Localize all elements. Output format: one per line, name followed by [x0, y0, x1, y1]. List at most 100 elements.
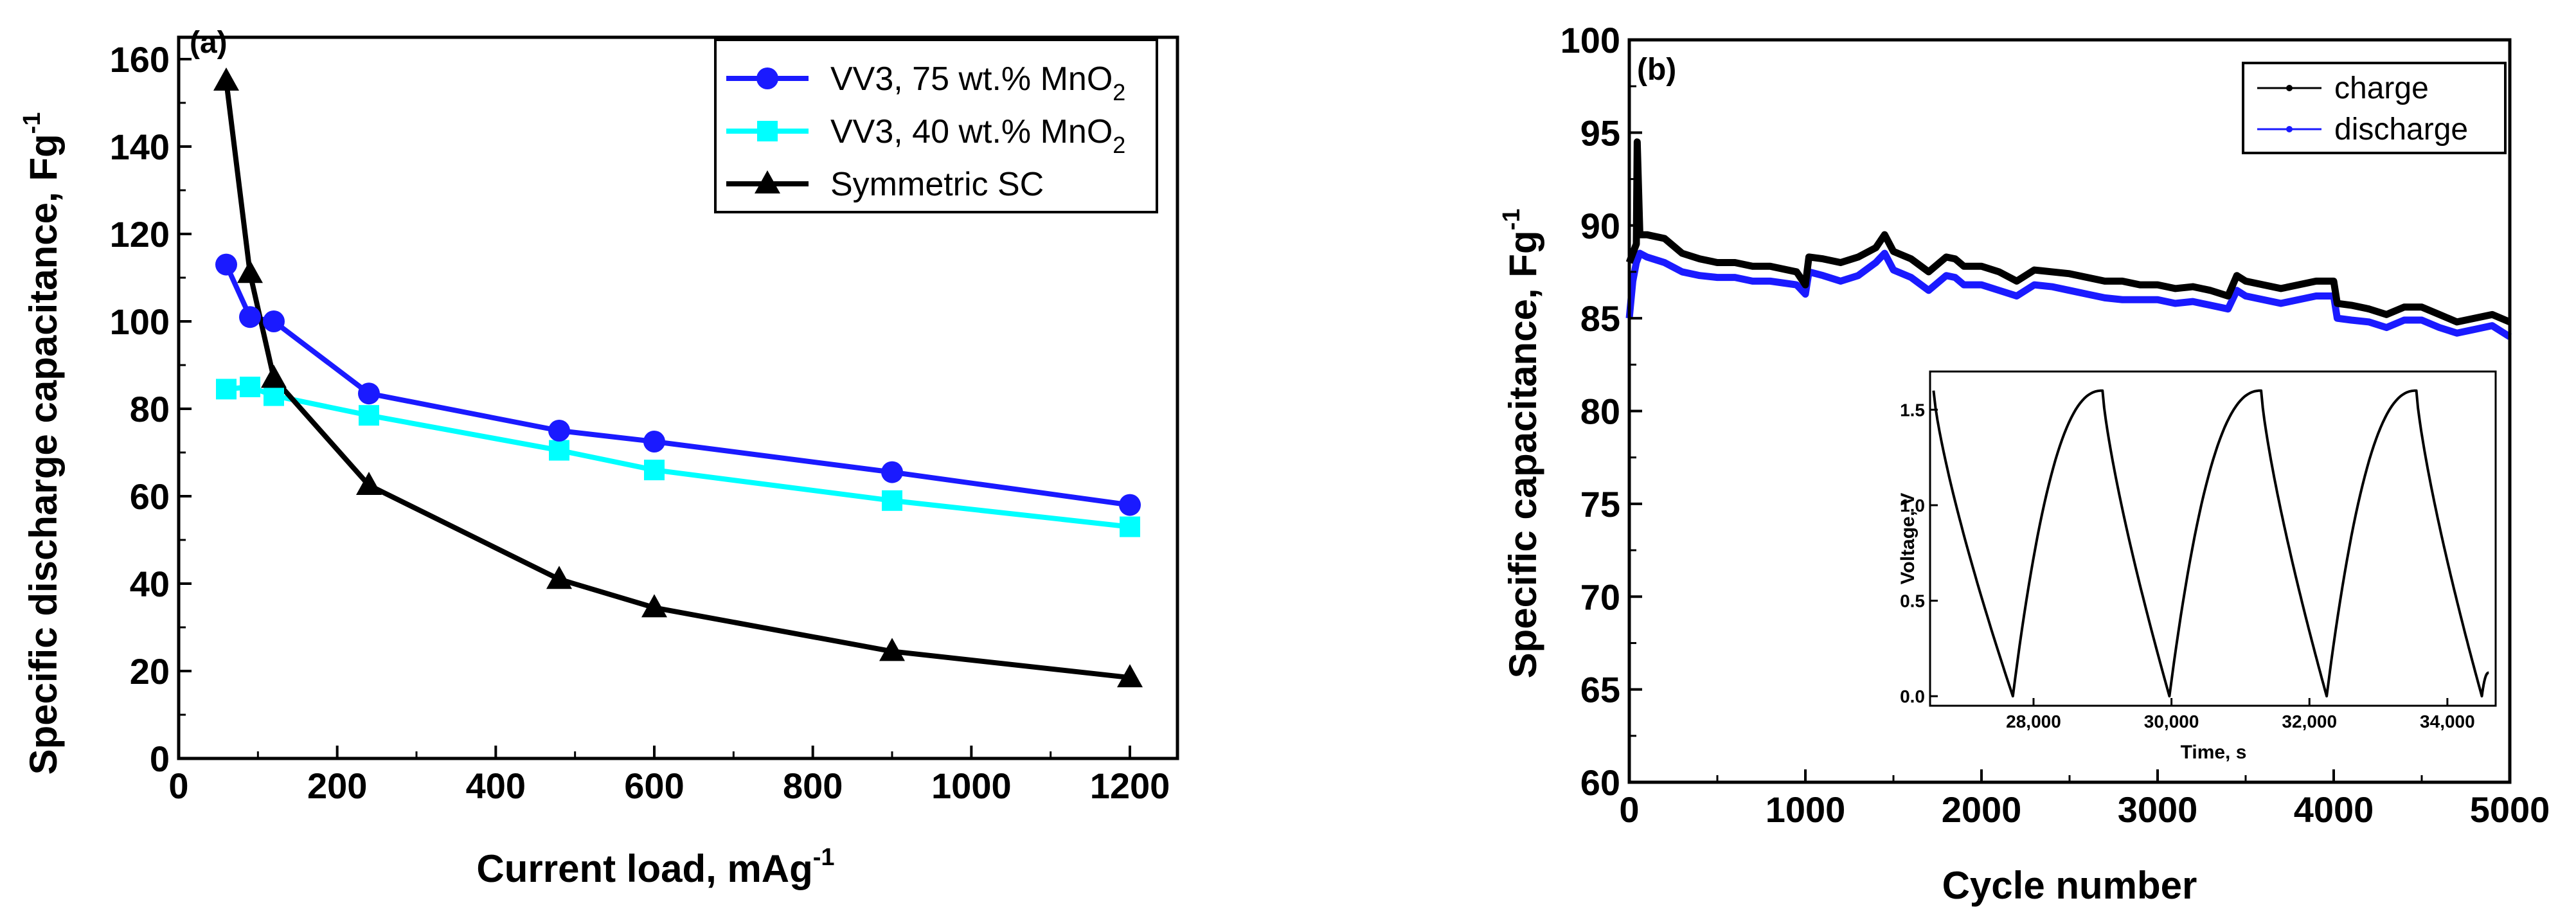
inset-background: [1930, 372, 2496, 706]
series-line-charge: [1625, 138, 2512, 326]
y-tick-label-a: 0: [150, 739, 170, 779]
x-axis-title-a: Current load, mAg-1: [476, 844, 834, 890]
legend-label-sub: 2: [1113, 132, 1125, 158]
data-point-triangle: [1117, 664, 1143, 688]
y-tick-label-b: 60: [1580, 762, 1620, 803]
inset-y-tick-label: 0.5: [1900, 591, 1925, 611]
x-tick-label-a: 1200: [1090, 766, 1170, 806]
y-tick-label-a: 160: [110, 39, 170, 80]
y-tick-label-a: 80: [130, 389, 170, 429]
x-tick-label-a: 1000: [931, 766, 1012, 806]
series-line-triangle: [224, 80, 1131, 681]
chart-b: 0 1000 2000 3000 4000 5000 60 65 70 75 80 85 90 95 100…: [1498, 20, 2550, 907]
data-point-square: [1120, 516, 1140, 537]
x-tick-label-a: 400: [466, 766, 526, 806]
inset-x-tick-label: 32,000: [2282, 712, 2337, 731]
legend-marker: [2286, 85, 2293, 91]
y-tick-label-b: 100: [1561, 20, 1620, 60]
x-tick-label-a: 200: [307, 766, 367, 806]
inset-x-tick-label: 30,000: [2144, 712, 2199, 731]
y-tick-label-b: 70: [1580, 577, 1620, 617]
inset-y-tick-label: 1.0: [1900, 496, 1925, 515]
data-point-circle: [263, 310, 285, 332]
inset-y-axis-title: Voltage, V: [1897, 493, 1919, 585]
legend-label: charge: [2334, 71, 2429, 105]
y-tick-label-b: 75: [1580, 484, 1620, 524]
inset-frame: [1929, 370, 2497, 707]
legend-marker: [756, 67, 778, 89]
y-tick-label-b: 85: [1580, 298, 1620, 339]
data-point-circle: [239, 306, 261, 328]
legend-label: Symmetric SC: [830, 166, 1044, 203]
data-point-triangle: [237, 260, 263, 283]
x-axis-title-a-sup: -1: [813, 844, 835, 871]
data-point-square: [264, 385, 284, 406]
data-point-square: [359, 405, 379, 426]
inset-chart: 28,000 30,000 32,000 34,000 0.0 0.5 1.0 1.5 Tim…: [1897, 370, 2497, 763]
y-axis-title-a-sup: -1: [19, 112, 46, 134]
y-tick-label-a: 60: [130, 476, 170, 517]
y-axis-title-a: Specific discharge capacitance, Fg-1: [19, 112, 65, 775]
x-tick-label-a: 600: [624, 766, 684, 806]
x-axis-title-b: Cycle number: [1942, 864, 2197, 907]
x-tick-label-a: 800: [783, 766, 843, 806]
data-point-triangle: [546, 566, 572, 589]
data-point-triangle: [213, 67, 239, 91]
y-tick-label-b: 65: [1580, 670, 1620, 710]
data-point-square: [882, 490, 902, 511]
legend-box-b: [2242, 62, 2507, 154]
x-tick-label-b: 3000: [2118, 789, 2198, 830]
legend-marker: [755, 170, 780, 193]
y-tick-label-a: 20: [130, 651, 170, 692]
data-point-circle: [215, 253, 237, 276]
series-line-circle: [224, 263, 1131, 508]
y-tick-label-a: 140: [110, 127, 170, 167]
legend-label-sub: 2: [1113, 79, 1125, 105]
x-tick-label-b: 5000: [2470, 789, 2550, 830]
inset-y-tick-label: 1.5: [1900, 400, 1925, 420]
data-point-triangle: [261, 364, 287, 388]
x-tick-label-b: 4000: [2294, 789, 2374, 830]
panel-label-b: (b): [1637, 53, 1676, 87]
data-point-circle: [358, 382, 380, 405]
series-line-discharge: [1625, 249, 2512, 340]
data-point-square: [216, 379, 237, 400]
inset-voltage-line: [1932, 389, 2490, 698]
y-tick-label-b: 90: [1580, 206, 1620, 246]
data-point-triangle: [356, 472, 382, 495]
legend-label: discharge: [2334, 112, 2468, 147]
y-tick-label-b: 95: [1580, 112, 1620, 153]
data-point-square: [549, 440, 569, 461]
legend-b: charge discharge: [2242, 62, 2507, 154]
data-point-triangle: [879, 638, 905, 661]
data-point-circle: [548, 420, 570, 442]
inset-y-tick-label: 0.0: [1900, 686, 1925, 706]
legend-marker: [2286, 126, 2293, 132]
data-point-square: [644, 460, 665, 481]
y-axis-title-b-text: Specific capacitance, Fg: [1501, 230, 1544, 678]
y-axis-title-b: Specific capacitance, Fg-1: [1498, 209, 1544, 679]
data-point-circle: [1119, 494, 1141, 516]
x-axis-title-a-text: Current load, mAg: [476, 847, 812, 890]
y-tick-label-a: 100: [110, 301, 170, 342]
y-axis-title-a-text: Specific discharge capacitance, Fg: [22, 134, 65, 775]
inset-x-tick-label: 34,000: [2420, 712, 2475, 731]
x-tick-label-a: 0: [168, 766, 188, 806]
data-point-triangle: [641, 594, 667, 618]
data-point-circle: [643, 431, 665, 453]
inset-x-tick-label: 28,000: [2006, 712, 2061, 731]
plot-frame-a: [177, 35, 1179, 760]
inset-x-axis-title: Time, s: [2181, 742, 2247, 763]
y-tick-label-b: 80: [1580, 391, 1620, 432]
x-tick-label-b: 1000: [1766, 789, 1846, 830]
y-axis-title-b-sup: -1: [1498, 209, 1525, 231]
chart-a: 0 200 400 600 800 1000 1200 0 20 40 60 80 100 120 140 1…: [19, 26, 1179, 890]
y-tick-label-a: 40: [130, 564, 170, 604]
legend-marker: [757, 121, 778, 141]
x-tick-label-b: 2000: [1942, 789, 2022, 830]
x-tick-label-b: 0: [1619, 789, 1639, 830]
data-point-square: [240, 377, 260, 397]
data-point-circle: [881, 461, 903, 483]
